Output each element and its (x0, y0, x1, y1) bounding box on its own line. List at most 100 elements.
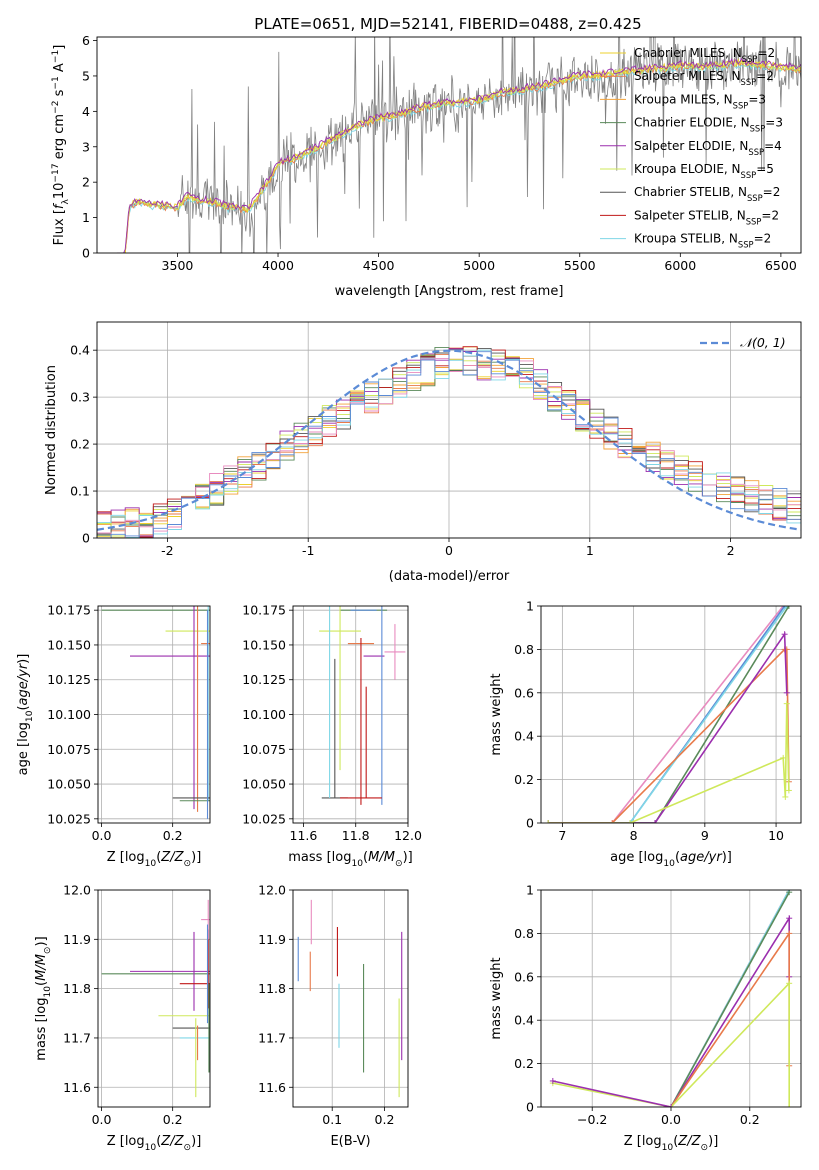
x-tick-label: 5500 (564, 258, 596, 273)
mass-weight-line-salpeter_elodie (552, 1080, 672, 1107)
mass-weight-line-kroupa_elodie (552, 981, 791, 1107)
y-tick-label: 4 (82, 104, 90, 119)
x-axis-label: Z [log10(Z/Z⊙)] (107, 850, 202, 869)
y-tick-label: 11.6 (258, 1080, 286, 1095)
legend-entry: Salpeter MILES, NSSP=2 (634, 69, 774, 87)
y-tick-label: 11.7 (258, 1030, 286, 1045)
x-tick-label: 0.0 (92, 828, 112, 843)
x-tick-label: 4000 (262, 258, 294, 273)
mass-vs-ebv-plot-area (293, 890, 408, 1107)
y-tick-label: 5 (82, 68, 90, 83)
y-tick-label: 10.025 (242, 811, 286, 826)
legend-entry: 𝒩(0, 1) (740, 335, 786, 350)
x-axis-label: age [log10(age/yr)] (610, 850, 732, 869)
mass-weight-line-pink (548, 606, 784, 823)
x-tick-label: 11.8 (342, 828, 370, 843)
y-tick-label: 11.9 (63, 932, 91, 947)
y-tick-label: 0.2 (70, 437, 90, 452)
normal-curve-line (97, 349, 801, 531)
y-tick-label: 1 (82, 210, 90, 225)
legend-entry: Chabrier ELODIE, NSSP=3 (634, 116, 783, 134)
y-tick-label: 11.9 (258, 932, 286, 947)
y-tick-label: 3 (82, 139, 90, 154)
model-spectrum-chabrier_miles (117, 58, 801, 253)
y-tick-label: 0.4 (70, 343, 90, 358)
y-tick-label: 2 (82, 175, 90, 190)
x-tick-label: 0.0 (92, 1112, 112, 1127)
y-tick-label: 10.175 (242, 603, 286, 618)
age-vs-mass-plot-area (293, 606, 408, 823)
y-tick-label: 0 (526, 1100, 534, 1115)
axes-frame (97, 605, 211, 824)
y-tick-label: 11.8 (63, 981, 91, 996)
mass-weight-line-blue (548, 606, 786, 823)
y-axis-label: mass [log10(M/M⊙)] (34, 936, 53, 1060)
y-tick-label: 11.6 (63, 1080, 91, 1095)
spectrum-chart: 3500 4000 4500 5000 5500 6000 6500 0 1 2 3 4 5 6 wavel… (51, 33, 802, 299)
y-tick-label: 12.0 (258, 883, 286, 898)
model-spectrum-kroupa_elodie (117, 60, 801, 253)
mass-weight-line-salpeter_elodie (548, 631, 788, 823)
spectrum-plot-area (117, 37, 801, 253)
axes-frame (97, 889, 211, 1108)
age-vs-mass-chart: 11.6 11.8 12.0 10.025 10.050 10.075 10.100 10.1… (242, 603, 422, 869)
y-tick-label: 11.7 (63, 1030, 91, 1045)
y-tick-label: 0.6 (514, 685, 534, 700)
histogram-blue (97, 349, 801, 538)
x-tick-label: −0.2 (577, 1112, 607, 1127)
y-tick-label: 10.150 (242, 637, 286, 652)
x-axis-label: Z [log10(Z/Z⊙)] (624, 1134, 719, 1153)
legend-entry: Kroupa STELIB, NSSP=2 (634, 232, 771, 250)
y-tick-label: 10.150 (47, 637, 91, 652)
x-tick-label: 1 (586, 543, 594, 558)
y-tick-label: 10.100 (47, 707, 91, 722)
massweight-vs-age-chart: 7 8 9 10 0 0.2 0.4 0.6 0.8 1 age [log10(age/yr)] ma… (489, 599, 802, 869)
x-tick-label: 5000 (463, 258, 495, 273)
x-axis-label: Z [log10(Z/Z⊙)] (107, 1134, 202, 1153)
legend-entry: Salpeter STELIB, NSSP=2 (634, 208, 779, 226)
legend-entry: Kroupa MILES, NSSP=3 (634, 92, 766, 110)
y-tick-label: 10.075 (242, 742, 286, 757)
y-axis-label: Normed distribution (44, 365, 59, 495)
residuals-plot-area (97, 322, 801, 538)
y-axis-label: age [log10(age/yr)] (16, 654, 35, 776)
mass-vs-ebv-chart: 0.1 0.2 11.6 11.7 11.8 11.9 12.0 E(B-V) (258, 883, 409, 1149)
x-tick-label: 0 (445, 543, 453, 558)
x-axis-label: E(B-V) (330, 1134, 370, 1149)
x-tick-label: 4500 (363, 258, 395, 273)
y-tick-label: 0.8 (514, 642, 534, 657)
x-tick-label: -1 (302, 543, 314, 558)
y-tick-label: 11.8 (258, 981, 286, 996)
mass-vs-z-plot-area (98, 890, 210, 1107)
y-tick-label: 1 (526, 599, 534, 614)
residuals-chart: -2 -1 0 1 2 0 0.1 0.2 0.3 0.4 (data-model)/error No… (44, 321, 802, 584)
y-tick-label: 10.075 (47, 742, 91, 757)
x-axis-label: wavelength [Angstrom, rest frame] (335, 284, 564, 299)
x-tick-label: 8 (630, 828, 638, 843)
y-tick-label: 10.100 (242, 707, 286, 722)
x-tick-label: 2 (727, 543, 735, 558)
y-tick-label: 6 (82, 33, 90, 48)
axes-frame (292, 605, 409, 824)
x-tick-label: 7 (558, 828, 566, 843)
y-tick-label: 0.4 (514, 729, 534, 744)
y-tick-label: 0.2 (514, 1056, 534, 1071)
y-tick-label: 0.4 (514, 1013, 534, 1028)
x-tick-label: 0.0 (661, 1112, 681, 1127)
x-tick-label: -2 (161, 543, 173, 558)
figure-title: PLATE=0651, MJD=52141, FIBERID=0488, z=0… (254, 15, 641, 33)
y-axis-label: Flux [fλ10−17 erg cm−2 s−1 A−1] (51, 45, 71, 246)
x-tick-label: 0.2 (375, 1112, 395, 1127)
x-axis-label: mass [log10(M/M⊙)] (288, 850, 412, 869)
x-axis-label: (data-model)/error (389, 569, 510, 584)
axes-frame (96, 321, 802, 539)
y-axis-label: mass weight (489, 957, 504, 1039)
mass-weight-line-kroupa_elodie (548, 703, 790, 823)
y-tick-label: 10.050 (47, 777, 91, 792)
x-tick-label: 6000 (664, 258, 696, 273)
massweight-vs-z-plot-area (541, 890, 801, 1107)
y-tick-label: 0.1 (70, 484, 90, 499)
mass-vs-z-chart: 0.0 0.2 11.6 11.7 11.8 11.9 12.0 Z [log10(Z/Z⊙)… (34, 883, 211, 1153)
